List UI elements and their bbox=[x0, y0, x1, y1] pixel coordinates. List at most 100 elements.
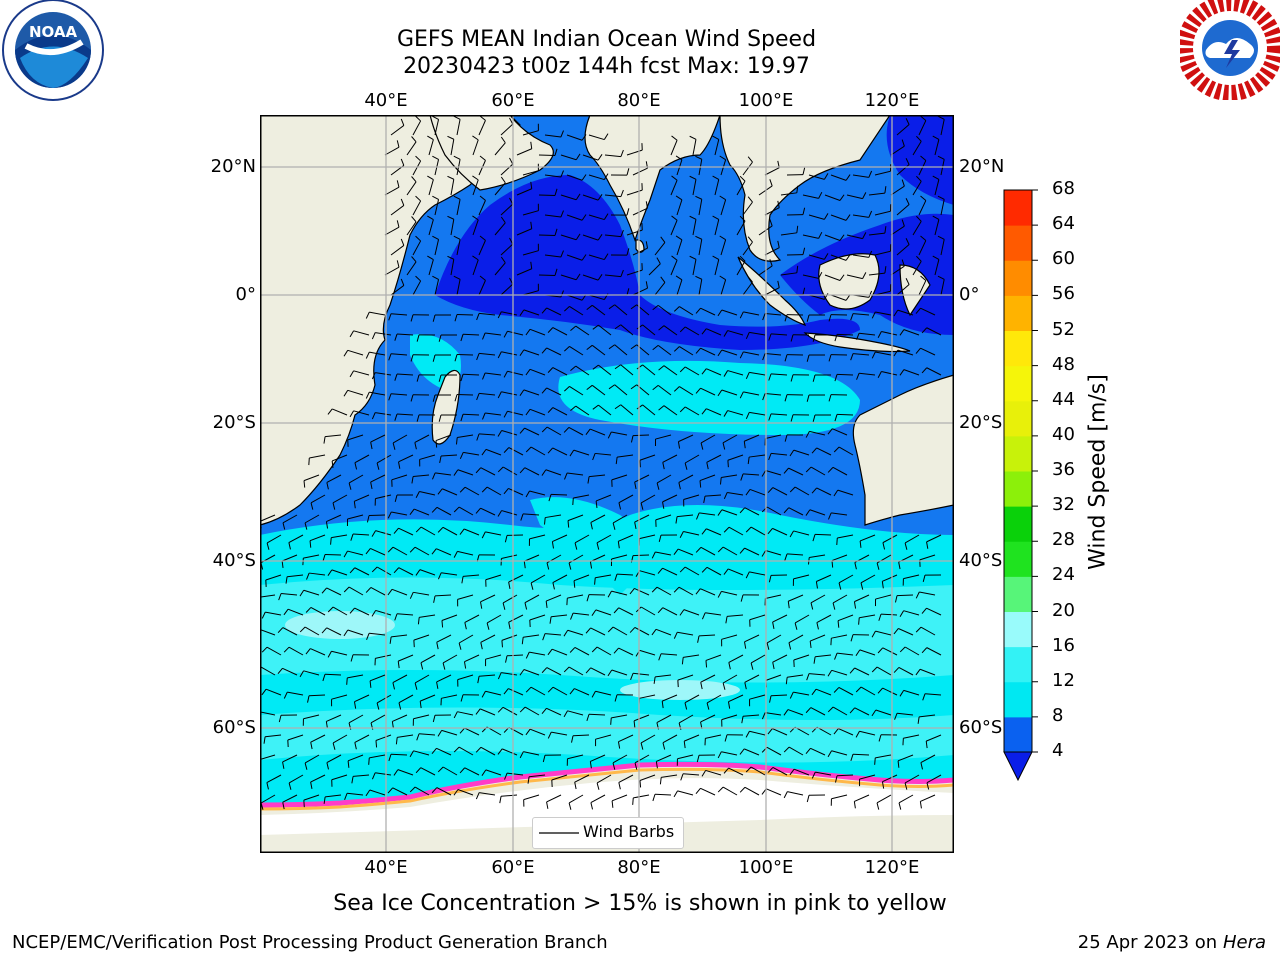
wind-barb bbox=[728, 767, 744, 776]
nws-logo bbox=[1177, 0, 1280, 101]
wind-barb bbox=[303, 714, 320, 720]
wind-barb-flag bbox=[769, 219, 773, 227]
wind-barb-flag bbox=[591, 609, 597, 616]
wind-barb bbox=[904, 534, 920, 544]
wind-barb bbox=[480, 634, 496, 643]
wind-barb bbox=[354, 494, 370, 502]
wind-barb bbox=[398, 694, 414, 704]
wind-barb-flag bbox=[282, 761, 285, 769]
wind-barb bbox=[485, 372, 502, 376]
wind-barb-flag bbox=[571, 735, 574, 743]
wind-barb-flag bbox=[595, 500, 598, 508]
wind-barb bbox=[611, 794, 628, 802]
wind-barb bbox=[934, 219, 940, 236]
wind-barb-flag bbox=[768, 373, 772, 381]
wind-barb-flag bbox=[812, 374, 816, 382]
wind-barb bbox=[663, 365, 678, 376]
wind-barb bbox=[859, 332, 876, 336]
wind-barb-flag bbox=[570, 365, 577, 372]
wind-barb-flag bbox=[772, 621, 775, 629]
wind-barb bbox=[501, 351, 518, 356]
wind-barb-flag bbox=[570, 325, 577, 332]
wind-barb-flag bbox=[415, 155, 421, 162]
wind-barb-flag bbox=[365, 311, 370, 319]
wind-barb-flag bbox=[717, 591, 722, 598]
wind-barb-flag bbox=[608, 384, 615, 390]
wind-barb-flag bbox=[525, 651, 530, 659]
wind-barb bbox=[764, 207, 780, 216]
wind-barb bbox=[524, 554, 540, 562]
wind-barb bbox=[727, 614, 744, 617]
colorbar-tick-label: 52 bbox=[1052, 318, 1075, 340]
colorbar-ticks: 4 8 12 16 20 24 28 32 36 40 44 48 52 56 60 64 68 bbox=[1052, 178, 1112, 780]
wind-barb-flag bbox=[321, 587, 328, 594]
wind-barb bbox=[837, 652, 854, 656]
wind-barb bbox=[919, 554, 936, 561]
wind-barb-flag bbox=[812, 334, 816, 342]
wind-barb bbox=[903, 610, 920, 616]
wind-barb bbox=[604, 194, 621, 198]
wind-barb bbox=[918, 280, 927, 296]
wind-barb bbox=[919, 591, 936, 596]
wind-barb bbox=[457, 711, 474, 716]
wind-barb bbox=[611, 474, 628, 481]
wind-barb bbox=[882, 647, 898, 656]
wind-barb bbox=[642, 364, 656, 376]
wind-barb bbox=[838, 446, 854, 456]
wind-barb bbox=[303, 554, 320, 559]
lat-label-right-20N: 20°N bbox=[959, 156, 1005, 177]
wind-barb-flag bbox=[640, 502, 644, 510]
wind-barb bbox=[545, 594, 562, 602]
wind-barb bbox=[508, 688, 524, 696]
wind-barb bbox=[876, 794, 892, 804]
wind-barb bbox=[793, 768, 810, 776]
wind-barb bbox=[788, 746, 804, 756]
wind-barb-flag bbox=[460, 374, 464, 382]
wind-barb-flag bbox=[762, 353, 766, 361]
wind-barb bbox=[824, 194, 841, 201]
wind-barb bbox=[706, 368, 722, 376]
speed-band-below-4 bbox=[886, 115, 954, 205]
wind-barb bbox=[406, 261, 417, 276]
wind-barb-flag bbox=[723, 330, 729, 337]
wind-barb-flag bbox=[497, 351, 502, 359]
wind-barb-flag bbox=[410, 354, 414, 362]
wind-barb-flag bbox=[482, 372, 486, 380]
wind-barb bbox=[765, 550, 782, 556]
wind-barb bbox=[309, 534, 326, 542]
speed-band-below-4 bbox=[435, 175, 860, 350]
wind-barb-flag bbox=[701, 328, 707, 335]
wind-barb bbox=[331, 454, 348, 462]
wind-barb bbox=[501, 311, 518, 316]
wind-barb-flag bbox=[823, 253, 829, 260]
wind-barb-flag bbox=[347, 760, 350, 768]
wind-barb bbox=[544, 134, 561, 138]
wind-barb bbox=[523, 513, 540, 516]
lon-label-top-60E: 60°E bbox=[491, 90, 535, 111]
wind-barb bbox=[516, 228, 532, 236]
wind-barb bbox=[406, 181, 417, 196]
wind-barb bbox=[788, 594, 804, 602]
wind-barb-flag bbox=[266, 542, 270, 550]
wind-barb bbox=[441, 694, 458, 699]
wind-barb-flag bbox=[574, 782, 577, 790]
wind-barb-flag bbox=[525, 369, 531, 376]
wind-barb bbox=[574, 646, 590, 656]
wind-barb-flag bbox=[701, 612, 706, 620]
wind-barb-flag bbox=[673, 306, 680, 312]
wind-barb-flag bbox=[769, 695, 772, 703]
wind-barb-flag bbox=[351, 776, 354, 784]
wind-barb-flag bbox=[354, 742, 357, 750]
wind-barb-flag bbox=[369, 680, 372, 688]
wind-barb-flag bbox=[919, 801, 922, 809]
wind-barb bbox=[934, 259, 940, 276]
wind-barb-flag bbox=[508, 622, 511, 630]
wind-barb bbox=[391, 474, 408, 481]
wind-barb-flag bbox=[525, 446, 532, 453]
wind-barb bbox=[463, 451, 480, 456]
wind-barb bbox=[700, 434, 716, 444]
wind-barb-flag bbox=[777, 240, 780, 248]
wind-barb-flag bbox=[479, 115, 486, 121]
wind-barb-flag bbox=[802, 207, 806, 215]
wind-barb bbox=[677, 514, 694, 518]
